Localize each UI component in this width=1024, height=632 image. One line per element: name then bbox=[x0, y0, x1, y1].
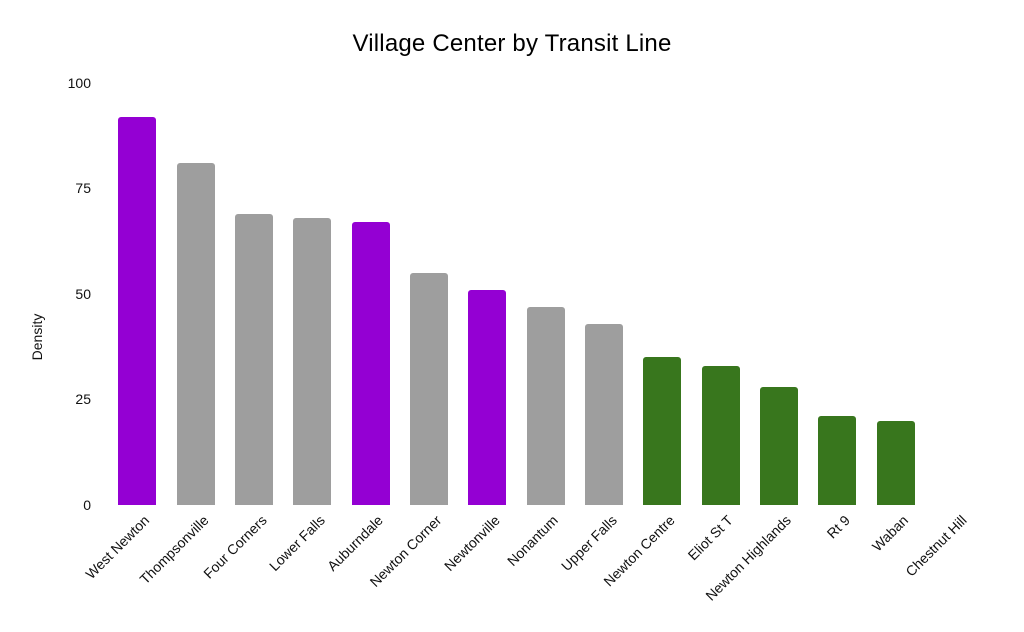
x-tick-label-rt-9: Rt 9 bbox=[823, 512, 853, 542]
y-tick-label-50: 50 bbox=[75, 285, 91, 302]
bar-lower-falls bbox=[293, 218, 332, 505]
x-tick-label-chestnut-hill: Chestnut Hill bbox=[901, 512, 970, 580]
bar-newton-corner bbox=[410, 272, 449, 505]
bar-upper-falls bbox=[585, 323, 624, 505]
bar-four-corners bbox=[235, 213, 274, 505]
bar-west-newton bbox=[118, 116, 157, 505]
bar-eliot-st-t bbox=[701, 365, 740, 505]
chart-title: Village Center by Transit Line bbox=[352, 30, 672, 57]
bar-thompsonville bbox=[176, 163, 215, 505]
y-tick-label-0: 0 bbox=[83, 496, 91, 513]
bar-waban bbox=[876, 420, 915, 505]
y-tick-label-75: 75 bbox=[75, 180, 91, 196]
bar-nonantum bbox=[526, 306, 565, 505]
bar-newtonville bbox=[468, 289, 507, 505]
bar-newton-centre bbox=[643, 357, 682, 505]
bar-auburndale bbox=[351, 222, 390, 505]
x-tick-label-eliot-st-t: Eliot St T bbox=[684, 512, 737, 564]
bar-rt-9 bbox=[818, 416, 857, 505]
x-tick-label-lower-falls: Lower Falls bbox=[265, 512, 328, 574]
x-tick-label-nonantum: Nonantum bbox=[504, 512, 562, 569]
x-tick-label-upper-falls: Upper Falls bbox=[557, 512, 620, 574]
x-tick-label-waban: Waban bbox=[868, 512, 912, 555]
y-tick-label-25: 25 bbox=[75, 391, 91, 407]
x-tick-label-auburndale: Auburndale bbox=[324, 512, 387, 574]
x-tick-label-newtonville: Newtonville bbox=[440, 512, 503, 574]
y-axis-title: Density bbox=[29, 313, 45, 361]
bar-newton-highlands bbox=[760, 386, 799, 505]
y-tick-label-100: 100 bbox=[67, 74, 91, 91]
